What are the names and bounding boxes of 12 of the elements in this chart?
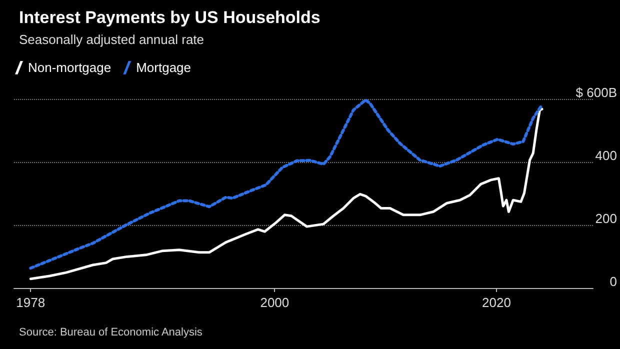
legend-label: Mortgage xyxy=(136,60,192,76)
legend-label: Non-mortgage xyxy=(28,60,112,76)
chart-subtitle: Seasonally adjusted annual rate xyxy=(19,32,204,47)
x-tick-label: 1978 xyxy=(16,295,46,310)
x-tick-label: 2000 xyxy=(260,295,290,310)
y-tick-label: 0 xyxy=(610,274,617,289)
x-tick-label: 2020 xyxy=(482,295,511,310)
y-tick-label: 200 xyxy=(595,211,617,226)
y-tick-label: $ 600B xyxy=(576,85,617,100)
source-note: Source: Bureau of Economic Analysis xyxy=(19,326,203,338)
chart-title: Interest Payments by US Households xyxy=(19,8,320,27)
y-tick-label: 400 xyxy=(595,148,617,163)
